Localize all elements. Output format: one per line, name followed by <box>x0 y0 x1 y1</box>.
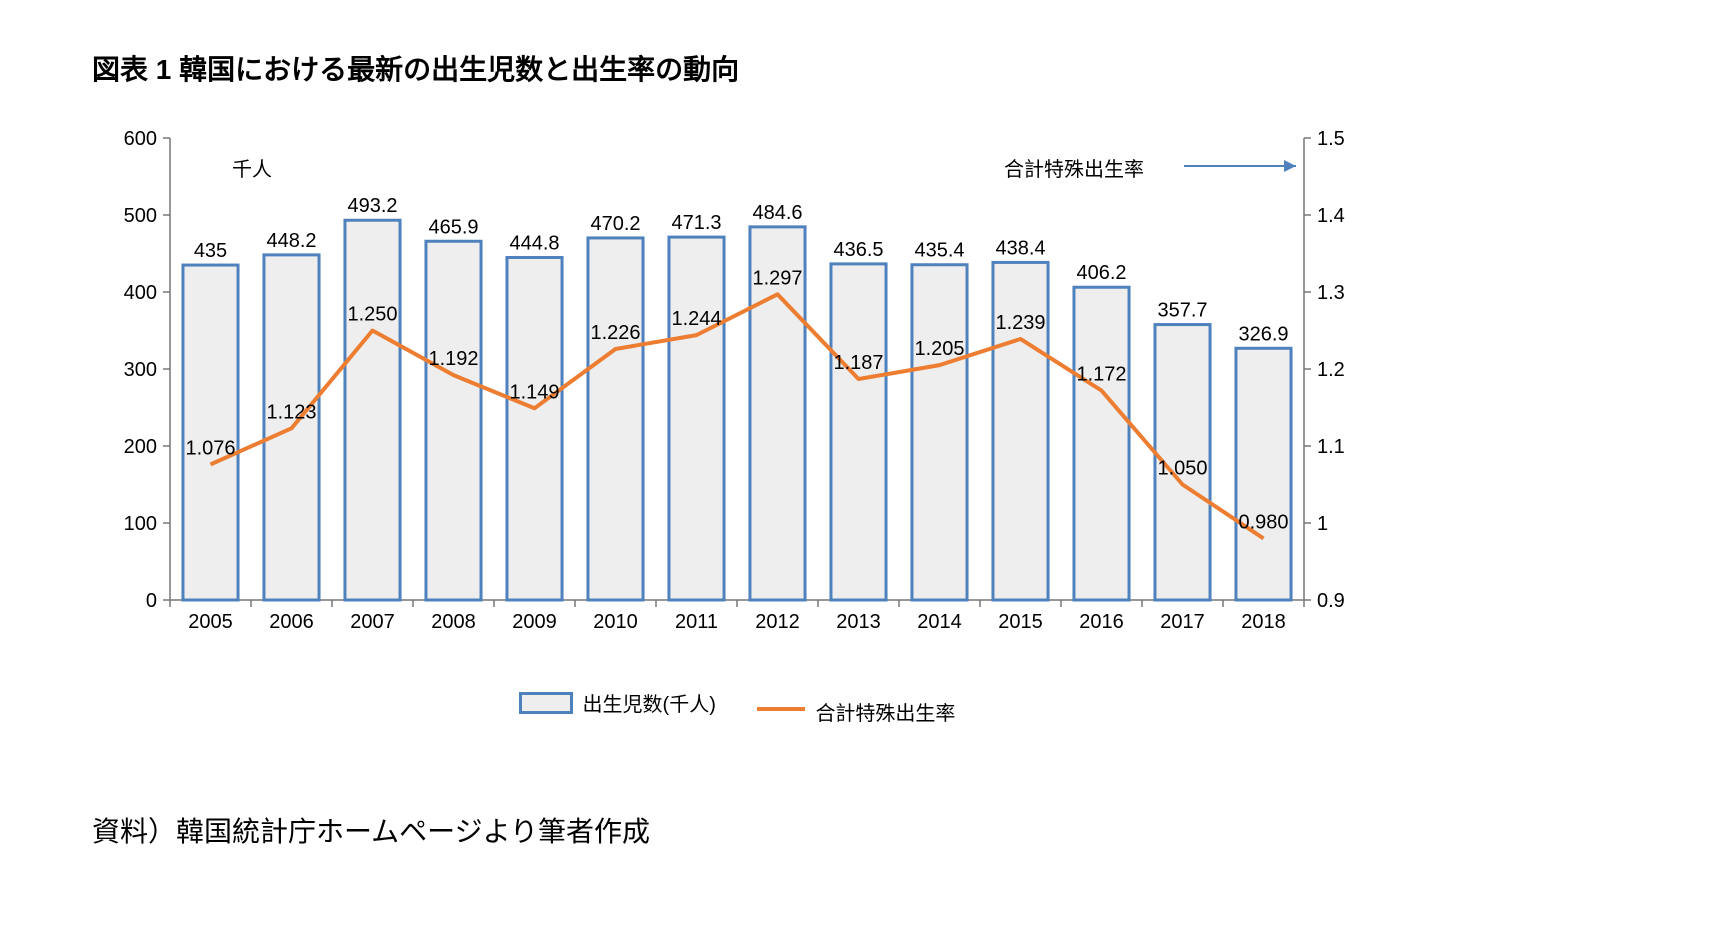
bar <box>588 238 643 600</box>
x-tick-label: 2011 <box>675 611 718 633</box>
legend-item-line: 合計特殊出生率 <box>757 697 955 726</box>
y2-title: 合計特殊出生率 <box>1004 158 1144 181</box>
source-note: 資料）韓国統計庁ホームページより筆者作成 <box>92 810 650 850</box>
x-tick-label: 2014 <box>917 611 962 633</box>
bar <box>183 265 238 600</box>
x-tick-label: 2012 <box>755 611 800 633</box>
y1-tick-label: 200 <box>124 436 157 458</box>
bar-value-label: 484.6 <box>752 202 802 224</box>
x-tick-label: 2010 <box>593 611 638 633</box>
bar <box>1074 287 1129 600</box>
bar-value-label: 435 <box>194 240 227 262</box>
line-value-label: 1.297 <box>752 267 802 289</box>
x-tick-label: 2017 <box>1160 611 1205 633</box>
y1-tick-label: 500 <box>124 205 157 227</box>
line-value-label: 1.205 <box>914 338 964 360</box>
bar <box>426 241 481 600</box>
legend-label-bars: 出生児数(千人) <box>583 688 716 717</box>
chart-svg: 0 100 200 300 400 500 600 0.9 1 1.1 1.2 1.3 1.4 1.5 20… <box>92 120 1382 640</box>
y2-tick-label: 1.4 <box>1317 205 1345 227</box>
page: 図表 1 韓国における最新の出生児数と出生率の動向 0 100 200 300 400 5… <box>0 0 1717 944</box>
y1-title: 千人 <box>232 158 272 181</box>
legend: 出生児数(千人) 合計特殊出生率 <box>92 688 1382 726</box>
y2-tick-label: 1 <box>1317 513 1328 535</box>
bar <box>669 237 724 600</box>
bar-value-label: 448.2 <box>266 230 316 252</box>
x-tick-label: 2006 <box>269 611 314 633</box>
bar <box>912 265 967 600</box>
chart-title: 図表 1 韓国における最新の出生児数と出生率の動向 <box>92 48 739 88</box>
legend-swatch-bar <box>519 692 573 714</box>
chart: 0 100 200 300 400 500 600 0.9 1 1.1 1.2 1.3 1.4 1.5 20… <box>92 120 1382 680</box>
bar-value-label: 357.7 <box>1157 300 1207 322</box>
line-value-label: 1.226 <box>590 322 640 344</box>
line-value-label: 1.244 <box>671 308 721 330</box>
x-tick-label: 2008 <box>431 611 476 633</box>
legend-swatch-line <box>757 707 805 711</box>
line-value-label: 1.149 <box>509 381 559 403</box>
y1-tick-label: 0 <box>146 590 157 612</box>
line-value-label: 1.192 <box>428 348 478 370</box>
bar-value-label: 326.9 <box>1238 323 1288 345</box>
bar-value-label: 470.2 <box>590 213 640 235</box>
line-value-label: 1.239 <box>995 312 1045 334</box>
bar <box>507 258 562 600</box>
bar-value-label: 465.9 <box>428 216 478 238</box>
line-value-label: 1.076 <box>185 437 235 459</box>
y2-tick-label: 1.5 <box>1317 128 1345 150</box>
x-tick-label: 2007 <box>350 611 395 633</box>
x-tick-label: 2009 <box>512 611 557 633</box>
x-tick-label: 2016 <box>1079 611 1124 633</box>
x-tick-label: 2018 <box>1241 611 1286 633</box>
y1-tick-label: 400 <box>124 282 157 304</box>
line-value-label: 1.050 <box>1157 458 1207 480</box>
bar-value-label: 444.8 <box>509 233 559 255</box>
bar-value-label: 471.3 <box>671 212 721 234</box>
arrow-head-icon <box>1284 160 1296 172</box>
bar-value-label: 435.4 <box>914 240 964 262</box>
bar <box>345 220 400 600</box>
bar-value-label: 436.5 <box>833 239 883 261</box>
bar-value-label: 438.4 <box>995 237 1045 259</box>
line-value-label: 1.123 <box>266 401 316 423</box>
legend-label-line: 合計特殊出生率 <box>815 697 955 726</box>
legend-item-bars: 出生児数(千人) <box>519 688 716 717</box>
bar-value-label: 406.2 <box>1076 262 1126 284</box>
x-tick-label: 2005 <box>188 611 233 633</box>
bar <box>1236 348 1291 600</box>
line-value-label: 0.980 <box>1238 511 1288 533</box>
y2-tick-label: 1.2 <box>1317 359 1345 381</box>
y1-tick-label: 100 <box>124 513 157 535</box>
line-value-label: 1.172 <box>1076 364 1126 386</box>
line-value-label: 1.250 <box>347 304 397 326</box>
y2-tick-label: 0.9 <box>1317 590 1345 612</box>
y1-tick-label: 600 <box>124 128 157 150</box>
line-value-label: 1.187 <box>833 352 883 374</box>
bar-value-label: 493.2 <box>347 195 397 217</box>
x-tick-label: 2013 <box>836 611 881 633</box>
x-tick-label: 2015 <box>998 611 1043 633</box>
y1-tick-label: 300 <box>124 359 157 381</box>
y2-tick-label: 1.3 <box>1317 282 1345 304</box>
bar <box>831 264 886 600</box>
y2-tick-label: 1.1 <box>1317 436 1345 458</box>
